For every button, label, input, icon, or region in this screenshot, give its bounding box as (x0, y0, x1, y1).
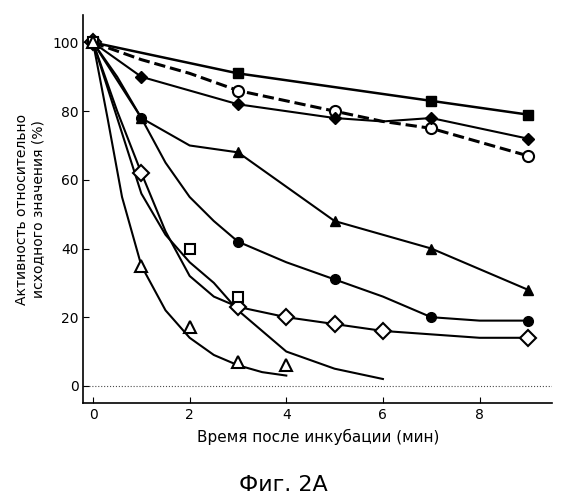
X-axis label: Время после инкубации (мин): Время после инкубации (мин) (197, 429, 439, 445)
Y-axis label: Активность относительно
исходного значения (%): Активность относительно исходного значен… (15, 114, 45, 304)
Text: Фиг. 2А: Фиг. 2А (239, 475, 328, 495)
